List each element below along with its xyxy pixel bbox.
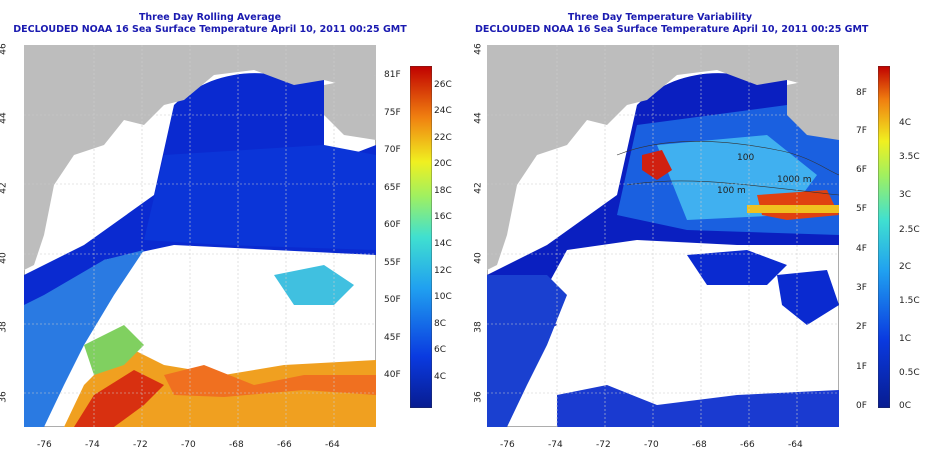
y-tick: 40 [473,252,484,264]
colorbar-f-label: 75F [384,108,401,118]
contour-label: 100 [737,153,754,163]
southern-water [557,385,839,427]
colorbar [878,66,890,408]
colorbar-c-label: 0C [899,401,912,411]
colorbar-c-label: 1.5C [899,296,920,306]
green-patch [84,325,144,375]
colorbar-f-label: 4F [856,244,867,254]
x-tick: -74 [548,440,563,450]
sst-average-map [24,45,376,427]
patch-water [687,250,787,285]
colorbar-c-label: 16C [434,212,452,222]
x-tick: -72 [596,440,611,450]
panel-subtitle: DECLOUDED NOAA 16 Sea Surface Temperatur… [475,24,869,35]
colorbar-f-label: 50F [384,295,401,305]
colorbar-f-label: 1F [856,362,867,372]
colorbar-c-label: 12C [434,266,452,276]
x-tick: -66 [740,440,755,450]
colorbar-c-label: 10C [434,292,452,302]
x-tick: -76 [37,440,52,450]
y-tick: 42 [0,182,9,194]
colorbar-f-label: 2F [856,322,867,332]
colorbar-c-label: 1C [899,334,912,344]
map-grid [487,45,839,427]
x-tick: -68 [692,440,707,450]
colorbar-c-label: 8C [434,319,447,329]
warm-band [164,365,376,397]
colorbar-c-label: 20C [434,159,452,169]
nova-scotia [787,75,839,140]
land [24,45,376,270]
colorbar-f-label: 8F [856,88,867,98]
high-variability-spot [642,150,672,180]
sst-variability-map: 100 100 m 1000 m [487,45,839,427]
x-tick: -74 [85,440,100,450]
colorbar-c-label: 2.5C [899,225,920,235]
land [487,45,839,270]
patch-water [777,270,839,325]
colorbar-c-label: 0.5C [899,368,920,378]
colorbar-c-label: 24C [434,106,452,116]
map-grid [24,45,376,427]
colorbar-f-label: 5F [856,204,867,214]
colorbar-f-label: 65F [384,183,401,193]
colorbar-c-label: 18C [434,186,452,196]
y-tick: 42 [473,182,484,194]
panel-subtitle: DECLOUDED NOAA 16 Sea Surface Temperatur… [13,24,407,35]
y-tick: 38 [473,321,484,333]
nova-scotia [324,75,376,140]
x-tick: -76 [500,440,515,450]
colorbar-c-label: 3.5C [899,152,920,162]
colorbar-f-label: 70F [384,145,401,155]
x-tick: -72 [133,440,148,450]
colorbar-f-label: 81F [384,70,401,80]
colorbar-f-label: 60F [384,220,401,230]
colorbar-f-label: 0F [856,401,867,411]
sst-variability-panel: Three Day Temperature Variability DECLOU… [473,0,950,475]
y-tick: 38 [0,321,9,333]
y-tick: 44 [0,112,9,124]
colorbar-f-label: 6F [856,165,867,175]
mid-water [24,250,144,427]
y-tick: 46 [473,43,484,55]
y-tick: 46 [0,43,9,55]
colorbar-f-label: 40F [384,370,401,380]
colorbar [410,66,432,408]
y-tick: 40 [0,252,9,264]
colorbar-c-label: 14C [434,239,452,249]
yellow-band [747,205,839,213]
x-tick: -70 [644,440,659,450]
colorbar-f-label: 7F [856,126,867,136]
x-tick: -68 [229,440,244,450]
x-tick: -64 [788,440,803,450]
coastal-water [487,275,567,427]
x-tick: -66 [277,440,292,450]
colorbar-c-label: 6C [434,345,447,355]
y-tick: 36 [0,391,9,403]
x-tick: -64 [325,440,340,450]
y-tick: 36 [473,391,484,403]
gulf-stream-core [74,370,164,427]
colorbar-c-label: 4C [434,372,447,382]
colorbar-c-label: 22C [434,133,452,143]
depth-contour [626,180,839,196]
contour-label: 1000 m [777,175,812,185]
colorbar-c-label: 2C [899,262,912,272]
contour-label: 100 m [717,186,746,196]
panel-title: Three Day Rolling Average [138,12,282,23]
sst-average-panel: Three Day Rolling Average DECLOUDED NOAA… [0,12,452,450]
colorbar-c-label: 26C [434,80,452,90]
colorbar-f-label: 3F [856,283,867,293]
panel-title: Three Day Temperature Variability [567,12,753,23]
depth-contour [616,141,839,176]
y-tick: 44 [473,112,484,124]
colorbar-f-label: 55F [384,258,401,268]
shelf-water [144,145,376,250]
colorbar-f-label: 45F [384,333,401,343]
colorbar-c-label: 3C [899,190,912,200]
x-tick: -70 [181,440,196,450]
colorbar-c-label: 4C [899,118,912,128]
